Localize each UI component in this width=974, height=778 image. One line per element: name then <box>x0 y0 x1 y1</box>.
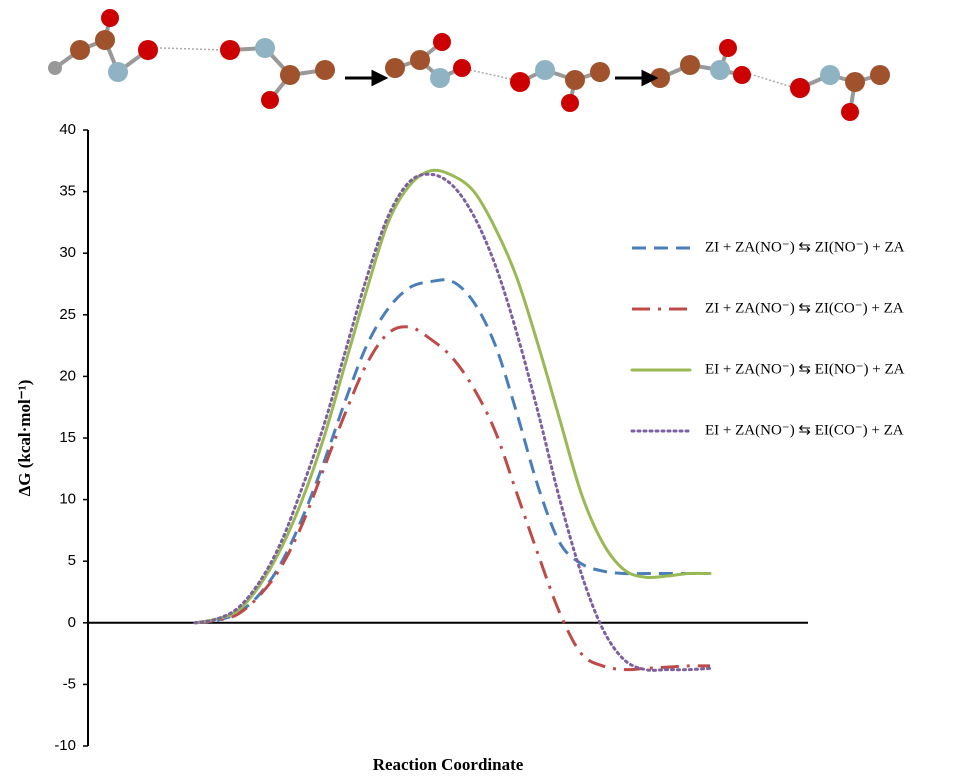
series-line <box>195 170 710 623</box>
y-tick-label: 20 <box>59 367 76 384</box>
y-axis-label: ΔG (kcal·mol⁻¹) <box>15 380 34 497</box>
legend-label: ZI + ZA(NO⁻) ⇆ ZI(CO⁻) + ZA <box>705 300 904 316</box>
molecule-illustration <box>48 9 890 121</box>
legend-label: EI + ZA(NO⁻) ⇆ EI(CO⁻) + ZA <box>705 422 904 438</box>
chart: Reaction Coordinate ΔG (kcal·mol⁻¹) -10 -… <box>0 0 974 778</box>
x-axis-label: Reaction Coordinate <box>373 755 524 774</box>
y-tick-label: -5 <box>63 675 76 692</box>
y-tick-label: 5 <box>68 552 76 569</box>
legend-label: EI + ZA(NO⁻) ⇆ EI(NO⁻) + ZA <box>705 361 905 377</box>
y-tick-label: 25 <box>59 306 76 323</box>
y-tick-label: 30 <box>59 244 76 261</box>
legend-label: ZI + ZA(NO⁻) ⇆ ZI(NO⁻) + ZA <box>705 239 905 255</box>
series-line <box>195 327 710 670</box>
y-tick-label: -10 <box>54 737 76 754</box>
y-tick-label: 40 <box>59 121 76 138</box>
y-tick-label: 35 <box>59 183 76 200</box>
y-tick-label: 10 <box>59 491 76 508</box>
y-tick-label: 0 <box>68 614 76 631</box>
series-line <box>195 280 710 623</box>
y-tick-label: 15 <box>59 429 76 446</box>
